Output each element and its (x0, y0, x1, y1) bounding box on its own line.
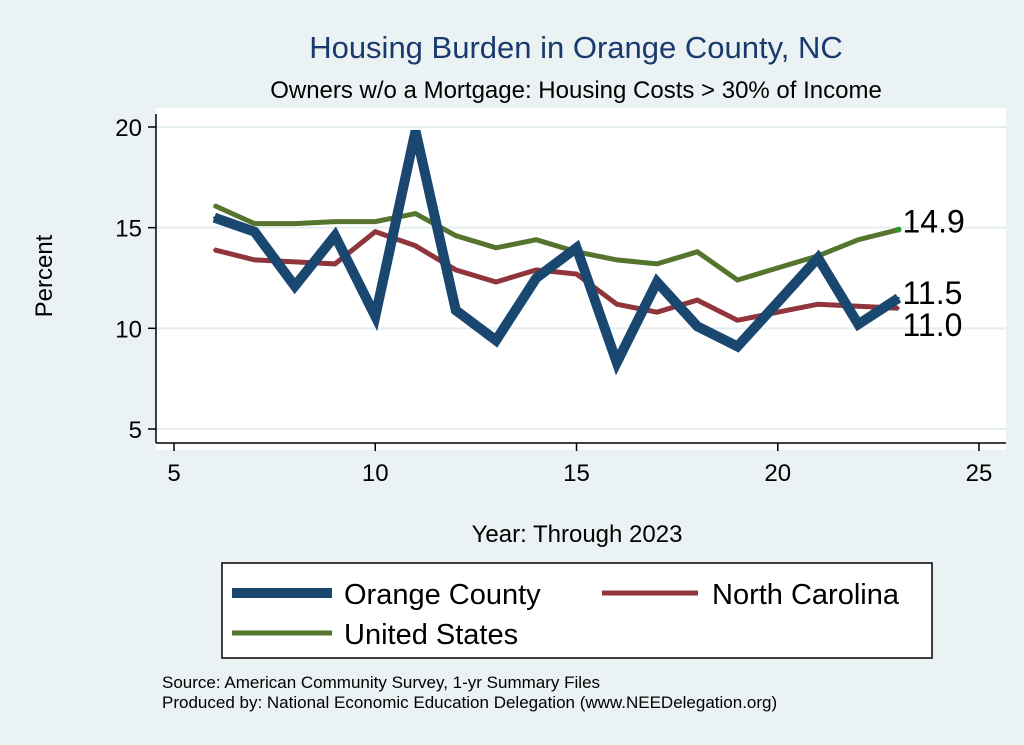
end-labels: 11.511.0 14.9 (895, 204, 965, 343)
data-point-north-carolina (535, 268, 538, 272)
y-tick-label-20: 20 (115, 115, 142, 142)
data-point-orange-county (655, 280, 659, 284)
series-line-north-carolina (213, 228, 899, 323)
data-point-united-states (293, 222, 296, 225)
data-point-north-carolina (655, 311, 659, 314)
data-point-north-carolina (615, 302, 618, 306)
data-point-united-states (857, 238, 860, 241)
data-point-north-carolina (816, 302, 820, 306)
data-point-orange-county (776, 300, 779, 304)
source-note: Source: American Community Survey, 1-yr … (162, 673, 600, 692)
end-label-north-carolina: 11.0 (903, 307, 963, 343)
data-point-north-carolina (494, 280, 498, 284)
data-point-orange-county (293, 284, 296, 288)
x-tick-label-20: 20 (764, 460, 791, 487)
legend-label-orange-county: Orange County (344, 579, 541, 611)
data-point-north-carolina (333, 262, 337, 266)
data-point-united-states (615, 258, 618, 262)
gridlines (156, 126, 1006, 430)
data-point-orange-county (897, 296, 900, 300)
data-point-orange-county (857, 323, 860, 326)
x-axis-title: Year: Through 2023 (472, 521, 683, 548)
data-point-orange-county (615, 361, 618, 364)
x-tick-label-5: 5 (167, 460, 180, 487)
data-point-north-carolina (454, 268, 457, 272)
producer-note: Produced by: National Economic Education… (162, 693, 777, 712)
data-point-united-states (494, 246, 498, 249)
y-tick-label-15: 15 (115, 216, 142, 243)
series-line-united-states (213, 203, 900, 283)
data-point-orange-county (414, 129, 417, 133)
data-point-united-states (333, 220, 337, 223)
data-point-orange-county (535, 276, 538, 280)
data-point-north-carolina (776, 311, 779, 314)
end-label-orange-county: 11.5 (903, 275, 963, 311)
data-point-orange-county (816, 256, 820, 260)
data-point-north-carolina (857, 304, 860, 308)
data-point-united-states (253, 222, 256, 225)
y-axis-title: Percent (31, 234, 58, 317)
legend-label-north-carolina: North Carolina (712, 579, 900, 611)
y-tick-label-10: 10 (115, 316, 142, 343)
data-point-north-carolina (293, 260, 296, 264)
data-point-orange-county (494, 339, 498, 342)
end-label-united-states: 14.9 (903, 204, 965, 240)
y-tick-label-5: 5 (129, 417, 142, 444)
data-point-north-carolina (414, 244, 417, 247)
series-lines (212, 129, 902, 376)
data-point-north-carolina (736, 319, 739, 322)
data-point-orange-county (333, 234, 337, 237)
data-point-united-states (696, 250, 699, 254)
x-tick-label-25: 25 (966, 460, 993, 487)
data-point-orange-county (454, 309, 457, 312)
legend-box (221, 562, 933, 659)
data-point-united-states (776, 266, 779, 270)
data-point-united-states (535, 238, 538, 241)
legend-label-united-states: United States (344, 619, 518, 651)
data-point-orange-county (253, 230, 256, 233)
legend: Orange County North Carolina United Stat… (221, 562, 933, 659)
series-line-orange-county (212, 129, 902, 376)
data-point-orange-county (575, 246, 578, 249)
data-point-orange-county (374, 315, 377, 318)
data-point-north-carolina (213, 248, 216, 252)
data-point-north-carolina (374, 230, 377, 233)
data-point-north-carolina (253, 258, 256, 262)
data-point-orange-county (213, 216, 216, 219)
chart-subtitle: Owners w/o a Mortgage: Housing Costs > 3… (270, 77, 882, 104)
axes: 5 10 15 20 5 10 15 20 25 (115, 114, 1006, 487)
data-point-north-carolina (696, 298, 699, 302)
data-point-orange-county (736, 345, 739, 348)
data-point-united-states (454, 234, 457, 237)
data-point-united-states (736, 278, 739, 282)
data-point-united-states (655, 262, 659, 266)
data-point-north-carolina (575, 272, 578, 276)
data-point-orange-county (696, 325, 699, 328)
data-point-united-states (374, 220, 377, 223)
x-tick-label-15: 15 (563, 460, 590, 487)
x-tick-label-10: 10 (362, 460, 389, 487)
data-point-united-states (213, 204, 216, 207)
end-marker-united-states (895, 226, 902, 233)
data-point-united-states (414, 212, 417, 215)
data-point-north-carolina (897, 307, 900, 310)
chart-title: Housing Burden in Orange County, NC (309, 30, 843, 65)
